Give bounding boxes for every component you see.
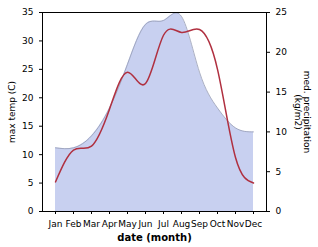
svg-text:20: 20 <box>22 93 34 103</box>
svg-text:10: 10 <box>276 127 288 137</box>
svg-text:5: 5 <box>28 178 34 188</box>
svg-text:Aug: Aug <box>173 219 191 229</box>
svg-text:0: 0 <box>276 206 282 216</box>
svg-text:5: 5 <box>276 167 282 177</box>
svg-text:Nov: Nov <box>227 219 245 229</box>
svg-text:35: 35 <box>22 7 33 17</box>
svg-text:max temp (C): max temp (C) <box>7 81 17 143</box>
svg-text:Oct: Oct <box>210 219 226 229</box>
svg-text:Apr: Apr <box>102 219 118 229</box>
svg-text:Mar: Mar <box>83 219 100 229</box>
svg-text:Sep: Sep <box>191 219 208 229</box>
svg-text:date (month): date (month) <box>117 232 191 243</box>
svg-text:Dec: Dec <box>245 219 262 229</box>
svg-text:30: 30 <box>22 36 34 46</box>
svg-text:Jun: Jun <box>137 219 152 229</box>
svg-text:15: 15 <box>276 87 287 97</box>
svg-text:25: 25 <box>276 7 287 17</box>
svg-text:20: 20 <box>276 47 288 57</box>
svg-text:May: May <box>118 219 137 229</box>
svg-text:15: 15 <box>22 121 33 131</box>
svg-text:0: 0 <box>28 206 34 216</box>
svg-text:Feb: Feb <box>66 219 82 229</box>
svg-text:25: 25 <box>22 64 33 74</box>
svg-text:Jul: Jul <box>157 219 169 229</box>
svg-text:10: 10 <box>22 150 34 160</box>
svg-text:Jan: Jan <box>48 219 63 229</box>
svg-text:med. precipitation(kg/m2): med. precipitation(kg/m2) <box>293 71 312 153</box>
